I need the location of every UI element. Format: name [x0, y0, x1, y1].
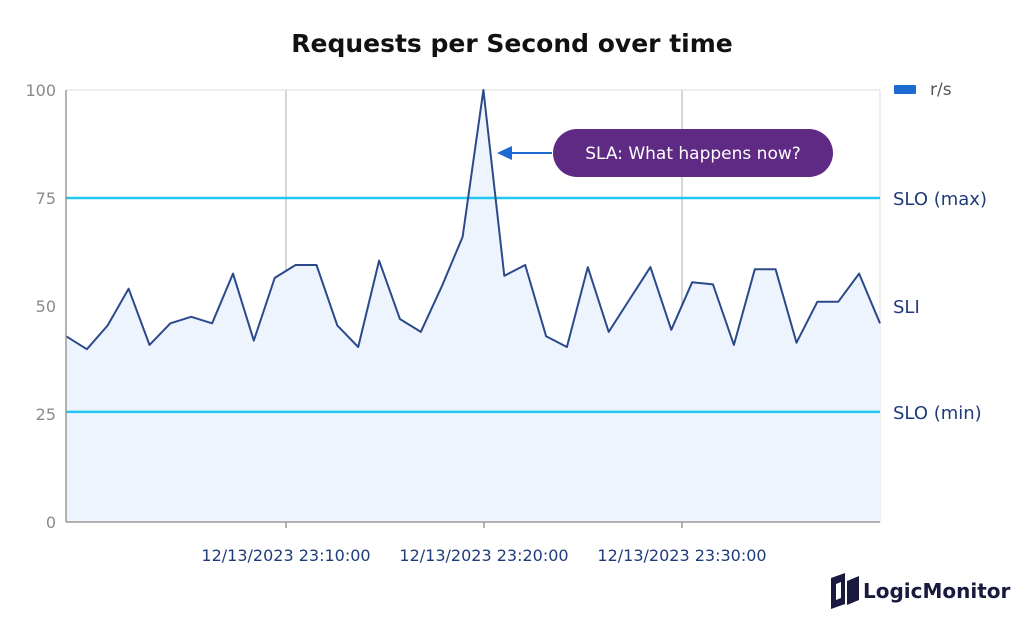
reference-lines: SLO (max) SLO (min)	[66, 189, 987, 424]
x-tick-label: 12/13/2023 23:10:00	[201, 546, 370, 565]
chart-title: Requests per Second over time	[291, 29, 733, 58]
legend-label: r/s	[930, 80, 952, 100]
sli-label: SLI	[893, 297, 920, 318]
logicmonitor-logo-icon	[831, 573, 859, 609]
reference-label-0: SLO (max)	[893, 189, 987, 210]
x-tick-label: 12/13/2023 23:30:00	[597, 546, 766, 565]
callout-text: SLA: What happens now?	[585, 144, 801, 164]
y-axis-ticks: 0 25 50 75 100	[25, 81, 56, 532]
series-line	[65, 89, 881, 351]
reference-label-1: SLO (min)	[893, 403, 982, 424]
brand-logo: LogicMonitor	[831, 573, 1011, 609]
legend: r/s	[894, 80, 952, 100]
x-tick-label: 12/13/2023 23:20:00	[399, 546, 568, 565]
y-tick-label: 0	[46, 513, 56, 532]
brand-name: LogicMonitor	[863, 579, 1011, 603]
series-area	[66, 90, 880, 522]
axes	[65, 90, 880, 523]
callout-bubble	[553, 129, 833, 177]
y-tick-label: 100	[25, 81, 56, 100]
y-tick-label: 75	[36, 189, 56, 208]
callout-arrow-head	[497, 146, 512, 160]
legend-swatch	[894, 85, 916, 94]
y-tick-label: 50	[36, 297, 56, 316]
sla-callout: SLA: What happens now?	[497, 129, 833, 177]
x-axis-ticks: 12/13/2023 23:10:00 12/13/2023 23:20:00 12…	[201, 522, 767, 565]
y-tick-label: 25	[36, 405, 56, 424]
